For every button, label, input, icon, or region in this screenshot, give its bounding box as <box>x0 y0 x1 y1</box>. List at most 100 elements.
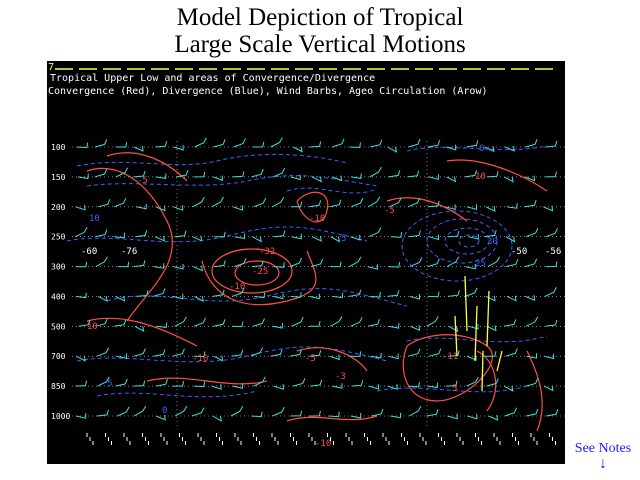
wind-barb <box>273 293 284 300</box>
wind-barb <box>78 319 91 327</box>
wind-barb <box>289 349 302 357</box>
contour-label: -10 <box>192 354 208 364</box>
wind-barb <box>506 203 518 209</box>
wind-barb <box>488 414 499 421</box>
div-contour <box>76 153 348 167</box>
wind-barb <box>251 411 263 418</box>
see-notes-label[interactable]: See Notes <box>574 441 632 456</box>
wind-barbs <box>75 137 559 422</box>
wind-barb <box>172 293 184 300</box>
wind-barb <box>369 166 382 178</box>
wind-barb <box>136 290 149 297</box>
wind-barb <box>506 295 517 302</box>
contour-label: -10 <box>315 439 331 449</box>
wind-barb <box>133 170 146 178</box>
wind-barb <box>484 146 495 153</box>
wind-barb <box>193 351 206 358</box>
wind-barb <box>388 170 401 178</box>
wind-barb <box>446 256 460 268</box>
wind-barb <box>330 316 343 327</box>
wind-barb <box>408 139 421 148</box>
wind-barb <box>368 384 380 390</box>
wind-barb <box>272 167 286 178</box>
contour-label: 30 <box>487 237 498 247</box>
wind-barb <box>407 170 420 178</box>
wind-barb <box>487 256 501 268</box>
wind-barb <box>484 351 497 357</box>
wind-barb <box>271 197 285 208</box>
wind-barb <box>75 380 88 387</box>
conv-contour <box>211 248 293 294</box>
contour-label: 5 <box>341 234 346 244</box>
wind-barb <box>133 405 147 417</box>
wind-barb <box>546 409 559 417</box>
wind-barb <box>525 227 539 238</box>
wind-barb <box>428 174 439 180</box>
wind-barb <box>174 405 188 417</box>
ageo-arrow <box>496 350 503 372</box>
wind-barb <box>173 205 184 211</box>
div-contour <box>444 227 490 255</box>
wind-barb <box>192 196 205 208</box>
wind-barb <box>466 140 479 148</box>
wind-barb <box>332 383 343 389</box>
wind-barb <box>232 383 244 389</box>
contour-label: -3 <box>335 372 346 382</box>
wind-barb <box>371 352 382 359</box>
contour-label: 5 <box>452 384 457 394</box>
wind-barb <box>174 230 187 238</box>
wind-barb <box>192 265 203 272</box>
wind-barb <box>291 233 302 240</box>
wind-barb <box>232 287 245 297</box>
wind-barb <box>290 174 301 181</box>
wind-barb <box>447 413 458 420</box>
wind-barb <box>390 412 402 419</box>
wind-barb <box>75 292 87 299</box>
wind-barb <box>273 384 284 390</box>
wind-barb <box>504 319 517 327</box>
wind-barb <box>254 292 266 299</box>
wind-barb <box>426 409 439 417</box>
wind-barb <box>505 259 519 268</box>
wind-barb <box>251 169 264 178</box>
wind-barb <box>154 235 165 242</box>
wind-barb <box>252 141 265 148</box>
y-level-label: 1000 <box>51 412 70 421</box>
wind-barb <box>349 256 362 268</box>
contour-label: 5 <box>107 379 112 389</box>
wind-barb <box>231 321 244 328</box>
wind-barb <box>387 384 398 390</box>
wind-barb <box>427 258 440 268</box>
wind-barb <box>213 175 224 182</box>
wind-barb <box>545 261 558 268</box>
wind-barb <box>465 263 476 270</box>
wind-barb <box>388 262 401 268</box>
wind-barb <box>273 262 285 268</box>
wind-barb <box>543 205 554 212</box>
wind-barb <box>153 349 166 357</box>
wind-barb <box>273 230 286 238</box>
wind-barb <box>194 137 207 148</box>
wind-barb <box>448 325 459 333</box>
wind-barb <box>289 257 303 268</box>
see-notes-link[interactable]: See Notes ↓ <box>566 441 640 472</box>
model-cross-section-panel: 7 Tropical Upper Low and areas of Conver… <box>47 61 565 464</box>
wind-barb <box>234 233 246 240</box>
wind-barb <box>252 236 262 243</box>
contour-label: 25 <box>475 259 486 269</box>
contour-label: -5 <box>305 354 316 364</box>
y-level-label: 700 <box>51 352 66 361</box>
contour-label: 0 <box>162 406 167 416</box>
wind-barb <box>468 323 479 330</box>
contour-labels: 10 -5 -10 10 -5 -32 -25 -10 30 25 -50 -5… <box>81 144 561 449</box>
contour-label: 10 <box>475 172 486 182</box>
wind-barb <box>117 261 130 268</box>
wind-barb <box>328 411 340 418</box>
wind-barb <box>409 405 422 417</box>
conv-contour <box>296 191 329 223</box>
wind-barb <box>133 260 146 268</box>
wind-barb <box>349 142 361 149</box>
wind-barb <box>526 408 539 417</box>
wind-barb <box>290 410 303 417</box>
wind-barb <box>525 175 536 182</box>
